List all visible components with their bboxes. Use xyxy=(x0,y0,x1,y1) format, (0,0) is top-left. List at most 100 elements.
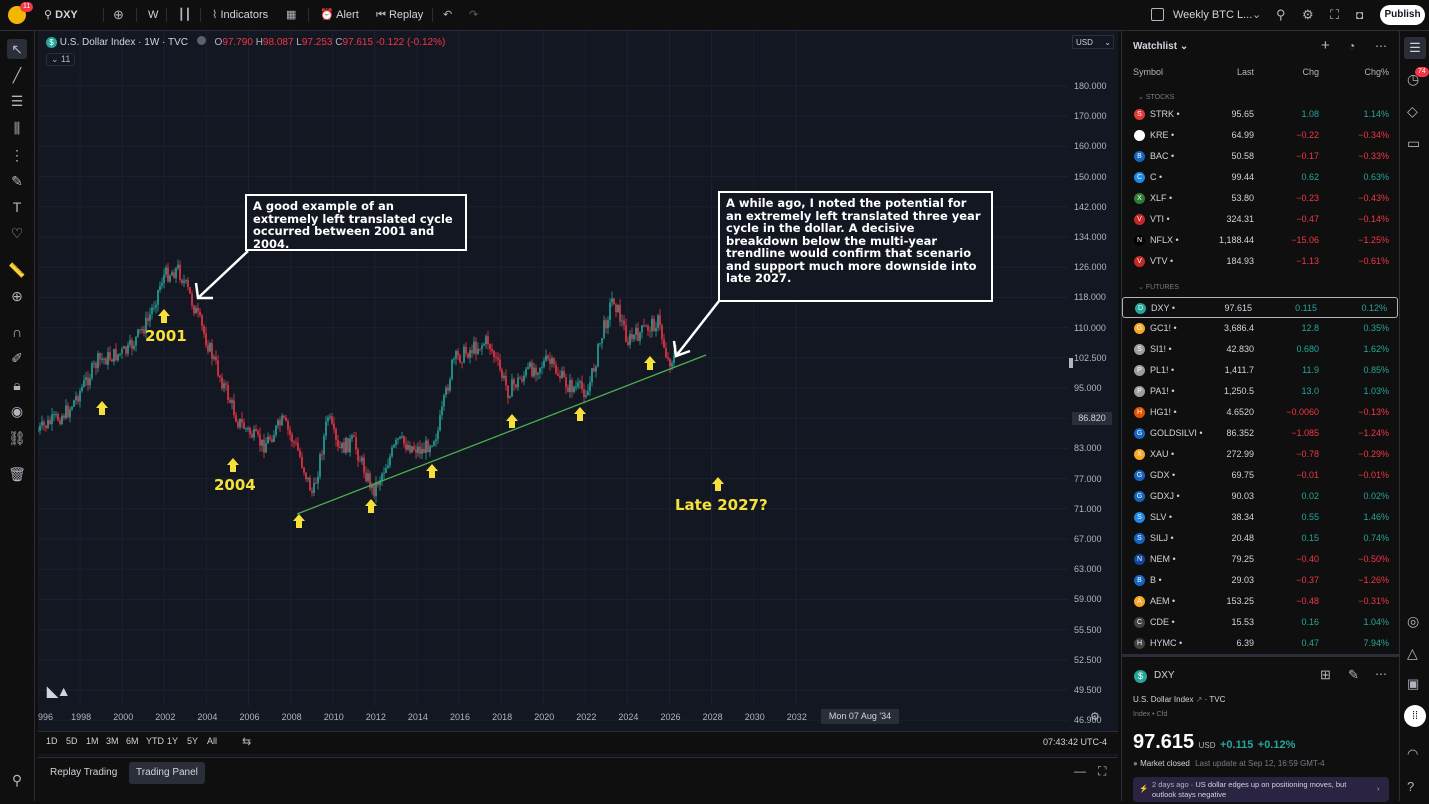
watchlist-row[interactable]: N NFLX • 1,188.44 −15.06 −1.25% xyxy=(1122,230,1399,251)
settings-icon[interactable]: ⚙ xyxy=(1302,7,1314,22)
section-stocks[interactable]: ⌄ STOCKS xyxy=(1138,94,1175,101)
currency-selector[interactable]: USD ⌄ xyxy=(1072,35,1114,49)
col-symbol[interactable]: Symbol xyxy=(1133,67,1164,77)
section-futures[interactable]: ⌄ FUTURES xyxy=(1138,284,1179,291)
trash-icon[interactable]: 🗑︎ xyxy=(8,466,26,482)
watchlist-title[interactable]: Watchlist ⌄ xyxy=(1133,41,1189,52)
watchlist-row[interactable]: V VTI • 324.31 −0.47 −0.14% xyxy=(1122,209,1399,230)
range-ytd[interactable]: YTD xyxy=(146,736,164,746)
price-axis[interactable]: 180.000 170.000 160.000 150.000 142.000 134.0… xyxy=(1068,31,1118,731)
chevron-down-icon[interactable]: ⌄ xyxy=(1252,9,1262,21)
col-last[interactable]: Last xyxy=(1236,67,1254,77)
watchlist-row[interactable]: B BAC • 50.58 −0.17 −0.33% xyxy=(1122,146,1399,167)
range-1d[interactable]: 1D xyxy=(46,736,58,746)
watchlist-row[interactable]: S SI1! • 42.830 0.680 1.62% xyxy=(1122,339,1399,360)
link-icon[interactable]: ⛓ xyxy=(8,430,26,446)
symbol-legend[interactable]: $ U.S. Dollar Index · 1W · TVC O97.790 H… xyxy=(46,36,445,48)
eye-icon[interactable]: ◉ xyxy=(10,403,24,419)
lock-icon[interactable]: 🔒︎ xyxy=(13,377,21,393)
yellow-arrow-icon[interactable] xyxy=(506,414,518,428)
time-axis[interactable]: 996 1998 2000 2002 2004 2006 2008 2010 2012 2014 2… xyxy=(38,709,1068,725)
brush-icon[interactable]: ✎ xyxy=(11,173,23,189)
trendline[interactable] xyxy=(296,354,707,515)
compare-symbol-button[interactable]: ⊕ xyxy=(113,7,124,22)
ruler-icon[interactable]: 📏 xyxy=(8,262,26,278)
zoom-in-icon[interactable]: ⊕ xyxy=(11,288,23,304)
help-icon[interactable]: ? xyxy=(1407,779,1415,794)
range-3m[interactable]: 3M xyxy=(106,736,119,746)
watchlist-row[interactable]: G GC1! • 3,686.4 12.8 0.35% xyxy=(1122,318,1399,339)
yellow-arrow-icon[interactable] xyxy=(644,356,656,370)
watchlist-row[interactable]: H HYMC • 6.39 0.47 7.94% xyxy=(1122,633,1399,654)
yellow-arrow-icon[interactable] xyxy=(365,499,377,513)
watchlist-row[interactable]: B B • 29.03 −0.37 −1.26% xyxy=(1122,570,1399,591)
range-5y[interactable]: 5Y xyxy=(187,736,199,746)
pencil-lock-icon[interactable]: ✐ xyxy=(11,350,23,366)
chat-icon[interactable]: ▭ xyxy=(1407,135,1421,151)
yellow-arrow-icon[interactable] xyxy=(712,477,724,491)
watchlist-row[interactable]: G GOLDSILVI • 86.352 −1.085 −1.24% xyxy=(1122,423,1399,444)
apps-icon[interactable]: ⁞⁞ xyxy=(1404,705,1426,727)
watchlist-row[interactable]: K KRE • 64.99 −0.22 −0.34% xyxy=(1122,125,1399,146)
magnet-icon[interactable]: ∩ xyxy=(11,324,23,340)
pattern-icon[interactable]: ⋮ xyxy=(10,147,24,163)
grid-view-icon[interactable]: ⊞ xyxy=(1320,667,1331,682)
label-late-2027[interactable]: Late 2027? xyxy=(675,496,768,514)
ideas-icon[interactable]: △ xyxy=(1407,645,1418,661)
alert-button[interactable]: ⏰ Alert xyxy=(320,9,359,21)
hide-icon[interactable] xyxy=(196,36,206,45)
watchlist-row[interactable]: S SILJ • 20.48 0.15 0.74% xyxy=(1122,528,1399,549)
pitchfork-icon[interactable]: ⫼ xyxy=(13,120,21,136)
replay-button[interactable]: ⏮ Replay xyxy=(376,9,424,21)
more-icon[interactable]: ⋯ xyxy=(1375,39,1387,53)
watchlist-row[interactable]: G GDXJ • 90.03 0.02 0.02% xyxy=(1122,486,1399,507)
add-symbol-icon[interactable]: + xyxy=(1321,37,1330,54)
range-1y[interactable]: 1Y xyxy=(167,736,179,746)
undo-icon[interactable]: ↶ xyxy=(443,9,453,21)
edit-icon[interactable]: ✎ xyxy=(1348,667,1359,682)
watchlist-row[interactable]: P PA1! • 1,250.5 13.0 1.03% xyxy=(1122,381,1399,402)
axis-collapse-handle[interactable] xyxy=(1069,358,1073,368)
yellow-arrow-icon[interactable] xyxy=(158,309,170,323)
fullscreen-icon[interactable]: ⛶ xyxy=(1330,7,1340,22)
trendline-icon[interactable]: ╱ xyxy=(12,67,22,83)
watchlist-row[interactable]: A AEM • 153.25 −0.48 −0.31% xyxy=(1122,591,1399,612)
heart-icon[interactable]: ♡ xyxy=(10,225,24,241)
object-tree-icon[interactable]: ⚲ xyxy=(11,772,23,788)
maximize-icon[interactable]: ⛶ xyxy=(1098,764,1107,778)
yellow-arrow-icon[interactable] xyxy=(293,514,305,528)
tab-trading-panel[interactable]: Trading Panel xyxy=(129,762,205,784)
yellow-arrow-icon[interactable] xyxy=(227,458,239,472)
watchlist-row[interactable]: X XLF • 53.80 −0.23 −0.43% xyxy=(1122,188,1399,209)
fib-icon[interactable]: ☰ xyxy=(10,93,24,109)
watchlist-row[interactable]: P PL1! • 1,411.7 11.9 0.85% xyxy=(1122,360,1399,381)
watchlist-row[interactable]: N NEM • 79.25 −0.40 −0.50% xyxy=(1122,549,1399,570)
quick-search-icon[interactable]: ⚲ xyxy=(1276,7,1286,22)
minimize-icon[interactable]: — xyxy=(1074,764,1086,778)
layers-icon[interactable]: ◇ xyxy=(1407,103,1418,119)
publish-button[interactable]: Publish xyxy=(1380,5,1425,25)
watchlist-row[interactable]: S SLV • 38.34 0.55 1.46% xyxy=(1122,507,1399,528)
indicators-button[interactable]: ⌇ Indicators xyxy=(212,9,269,21)
cursor-icon[interactable]: ↖ xyxy=(7,39,27,59)
watchlist-row[interactable]: S STRK • 95.65 1.08 1.14% xyxy=(1122,104,1399,125)
watchlist-row[interactable]: C C • 99.44 0.62 0.63% xyxy=(1122,167,1399,188)
label-2001[interactable]: 2001 xyxy=(145,327,187,345)
indicators-toggle[interactable]: ⌄ 11 xyxy=(46,53,76,66)
layout-checkbox[interactable] xyxy=(1151,8,1164,21)
col-chgp[interactable]: Chg% xyxy=(1364,67,1389,77)
range-1m[interactable]: 1M xyxy=(86,736,99,746)
symbol-search-button[interactable]: ⚲ DXY xyxy=(44,0,78,30)
external-link-icon[interactable]: ↗ xyxy=(1195,695,1203,704)
yellow-arrow-icon[interactable] xyxy=(574,407,586,421)
broadcast-icon[interactable]: ◠ xyxy=(1407,746,1419,761)
chart-pane[interactable]: $ U.S. Dollar Index · 1W · TVC O97.790 H… xyxy=(38,31,1118,756)
col-chg[interactable]: Chg xyxy=(1302,67,1319,77)
range-6m[interactable]: 6M xyxy=(126,736,139,746)
more-icon[interactable]: ⋯ xyxy=(1375,667,1387,681)
settings-gear-icon[interactable]: ⚙ xyxy=(1090,711,1100,723)
range-5d[interactable]: 5D xyxy=(66,736,78,746)
range-all[interactable]: All xyxy=(207,736,218,746)
tab-replay-trading[interactable]: Replay Trading xyxy=(50,767,118,778)
layout-name[interactable]: Weekly BTC L... xyxy=(1173,9,1253,21)
